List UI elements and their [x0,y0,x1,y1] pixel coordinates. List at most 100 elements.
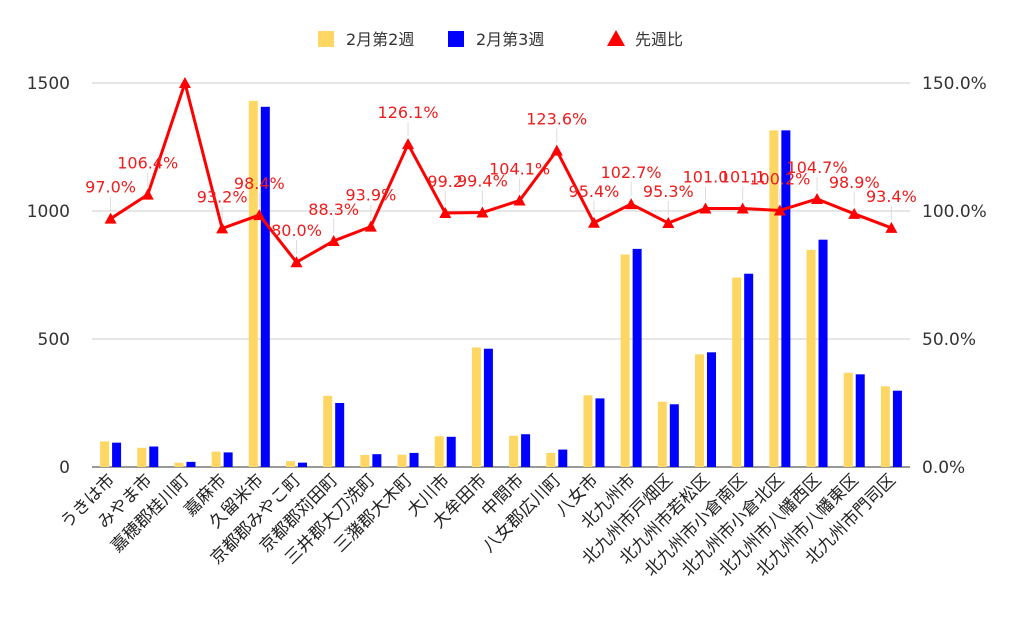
bar [434,436,444,467]
right-axis-tick-label: 0.0% [922,458,965,478]
left-axis-tick-label: 1500 [27,74,70,94]
bar [509,435,519,467]
bar [558,449,568,467]
right-axis-tick-label: 150.0% [922,74,987,94]
bar [137,447,147,467]
ratio-data-label: 95.3% [643,182,694,201]
ratio-point [699,202,712,214]
ratio-point [141,188,154,200]
ratio-data-label: 100.2% [749,169,810,188]
ratio-data-label: 88.3% [308,200,359,219]
bar [397,454,407,467]
ratio-point [402,138,415,150]
ratio-data-label: 80.0% [271,221,322,240]
ratio-line-series [104,77,898,268]
legend-label: 2月第2週 [346,30,414,49]
ratio-data-label: 97.0% [85,178,136,197]
right-y-axis: 0.0% 50.0% 100.0% 150.0% [922,74,987,478]
ratio-data-label: 101.1 [720,167,766,186]
bar [360,454,370,467]
bar [100,441,110,467]
ratio-data-label: 102.7% [601,163,662,182]
bar [409,452,419,467]
bar [298,462,307,467]
left-axis-tick-label: 500 [38,330,70,350]
bar [223,452,233,467]
ratio-point [625,198,638,210]
ratio-point [327,234,340,246]
bar [657,401,667,467]
ratio-data-label: 104.1% [489,160,550,179]
bar [112,442,122,467]
ratio-data-label: 101.0 [683,167,729,186]
bar [855,374,865,467]
bar [818,239,828,467]
bar [372,454,382,467]
ratio-point [587,216,600,228]
bar [483,348,493,467]
ratio-point [216,222,229,234]
ratio-point [550,144,563,156]
bar [707,352,716,467]
ratio-point [178,77,191,88]
ratio-data-label: 93.2% [197,187,248,206]
ratio-point [253,209,266,221]
bar [632,248,642,467]
bar [880,386,890,467]
ratio-point [364,220,377,232]
ratio-point [885,221,898,233]
ratio-point [439,207,452,219]
left-y-axis: 0 500 1000 1500 [27,74,70,478]
ratio-data-label: 98.4% [234,174,285,193]
legend: 2月第2週 2月第3週 先週比 [318,30,683,49]
bar [471,347,481,467]
bar [583,395,593,467]
bar [211,451,221,467]
ratio-data-label: 104.7% [787,158,848,177]
ratio-point [811,192,824,204]
legend-triangle-marker [607,30,625,46]
ratio-point [736,202,749,214]
bar [260,106,270,468]
bar [595,398,605,467]
bar [174,462,184,467]
bar [248,100,258,468]
ratio-point [848,207,861,219]
ratio-data-label: 99.2 [427,172,463,191]
bar [546,452,556,467]
ratio-data-labels: 97.0% 106.4% 93.2%98.4% 80.0% 88.3%93.9% 126.… [85,103,917,255]
bar [892,390,902,467]
bar [446,436,456,467]
right-axis-tick-label: 50.0% [922,330,976,350]
ratio-data-label: 123.6% [526,110,587,129]
left-axis-tick-label: 1000 [27,202,70,222]
ratio-point [773,204,786,216]
bar [323,395,333,467]
ratio-data-label: 99.4% [457,172,508,191]
bar [843,372,853,467]
legend-label: 2月第3週 [476,30,544,49]
ratio-point [662,217,675,229]
legend-square-marker [448,31,464,47]
ratio-data-label: 98.9% [829,173,880,192]
bar [286,461,295,467]
right-axis-tick-label: 100.0% [922,202,987,222]
bar [149,446,159,467]
ratio-point [513,194,526,206]
legend-square-marker [318,31,334,47]
bar [781,130,791,468]
ratio-data-label: 106.4% [117,154,178,173]
bar [335,403,345,467]
left-axis-tick-label: 0 [59,458,70,478]
bar [186,461,196,467]
bar [695,354,704,467]
bar [769,130,779,468]
bar [806,249,816,467]
bar [744,273,754,467]
bar [669,404,679,467]
ratio-data-label: 126.1% [378,103,439,122]
legend-label: 先週比 [635,30,683,49]
ratio-point [476,206,489,218]
ratio-data-label: 93.4% [866,187,917,206]
